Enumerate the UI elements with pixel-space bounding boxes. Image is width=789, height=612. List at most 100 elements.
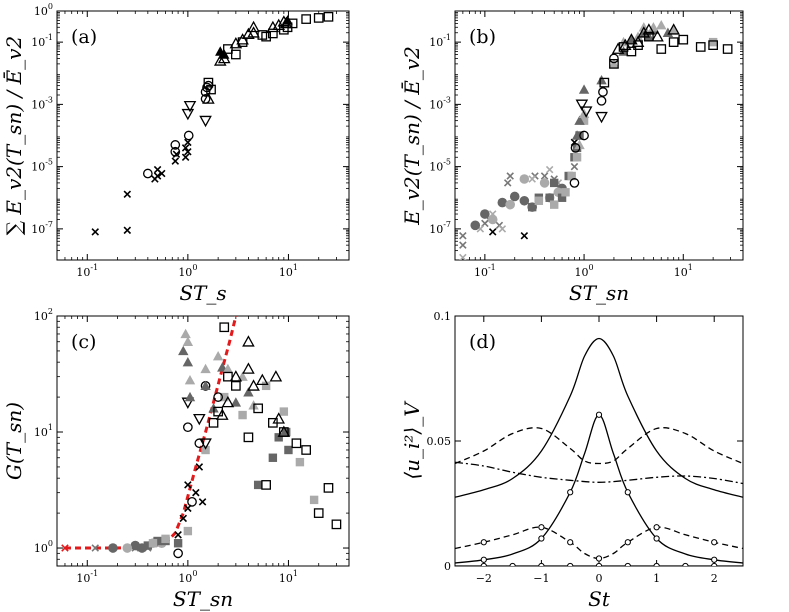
- series-red-x: [61, 544, 69, 552]
- y-tick-label: 10-5: [429, 158, 451, 174]
- series-marker: [538, 535, 545, 542]
- tick-text: 0: [444, 560, 451, 573]
- data-point: [229, 370, 243, 382]
- data-point: [178, 345, 189, 356]
- tick-base: 10: [429, 223, 443, 236]
- data-point: [668, 24, 679, 34]
- data-point: [480, 209, 490, 219]
- tick-base: 10: [34, 5, 48, 18]
- data-point: [184, 374, 196, 385]
- series-marker: [538, 524, 545, 531]
- fit-curve-line: [65, 316, 238, 550]
- plot-frame: [454, 315, 744, 567]
- series-dash-dot: [455, 461, 743, 485]
- data-point: [572, 153, 582, 162]
- data-point: [662, 27, 674, 37]
- tick-exponent: 0: [48, 2, 53, 11]
- data-point: [184, 138, 192, 147]
- data-point: [212, 351, 224, 361]
- x-tick-label: −1: [533, 572, 549, 585]
- series-marker: [682, 562, 689, 566]
- data-point: [194, 438, 205, 449]
- x-axis-title: St: [588, 587, 611, 611]
- data-point: [527, 202, 537, 212]
- data-point: [256, 373, 269, 385]
- tick-exponent: 1: [48, 423, 53, 432]
- data-point: [122, 543, 133, 553]
- data-point: [609, 53, 619, 64]
- data-point: [203, 77, 214, 88]
- data-point: [631, 35, 645, 47]
- data-point: [550, 178, 559, 188]
- tick-base: 10: [34, 310, 48, 323]
- data-point: [644, 31, 654, 42]
- data-point: [598, 87, 608, 97]
- data-point: [487, 214, 498, 225]
- data-point: [557, 193, 567, 202]
- series-marker: [567, 489, 574, 496]
- tick-base: 10: [575, 266, 589, 279]
- data-point: [561, 188, 570, 197]
- y-tick-label: 0: [444, 560, 451, 573]
- panel-label: (a): [71, 26, 97, 48]
- tick-exponent: -5: [45, 158, 53, 167]
- tick-exponent: -1: [443, 33, 451, 42]
- tick-exponent: 0: [192, 569, 197, 578]
- data-point: [708, 40, 718, 50]
- data-point: [708, 37, 718, 47]
- tick-base: 10: [76, 572, 90, 585]
- data-point: [243, 432, 254, 443]
- series-triangle-up-filled: [215, 15, 293, 59]
- y-tick-label: 102: [34, 307, 53, 323]
- tick-text: −1: [533, 572, 549, 585]
- data-point: [213, 392, 223, 402]
- data-point: [528, 175, 536, 183]
- data-point: [695, 42, 706, 52]
- tick-base: 10: [34, 426, 48, 439]
- data-point: [574, 115, 585, 125]
- data-point: [108, 543, 118, 553]
- series-x: [91, 138, 192, 236]
- series-marker: [653, 562, 660, 566]
- data-point: [184, 391, 196, 402]
- data-point: [722, 44, 733, 54]
- axes-d: −2 −1 0 1 2 0 0.05 0.1 (d): [427, 310, 744, 585]
- y-tick-label: 0.1: [434, 310, 452, 323]
- tick-exponent: -1: [45, 33, 53, 42]
- data-point: [261, 31, 271, 42]
- series-black-x: [174, 463, 207, 539]
- plot-area-c: [61, 316, 342, 559]
- data-point: [157, 169, 166, 178]
- data-point: [578, 84, 590, 94]
- data-point: [668, 37, 679, 47]
- data-point: [200, 380, 211, 391]
- x-tick-label: 100: [178, 569, 197, 585]
- data-point: [142, 168, 153, 179]
- tick-exponent: -1: [90, 263, 98, 272]
- data-point: [170, 146, 181, 157]
- data-point: [269, 370, 283, 382]
- data-point: [223, 44, 233, 54]
- data-point: [642, 23, 656, 35]
- y-tick-label: 0.05: [427, 435, 452, 448]
- series-triangle-down: [575, 99, 608, 124]
- data-point: [323, 483, 334, 493]
- data-point: [153, 536, 162, 546]
- data-point: [195, 463, 204, 471]
- y-axis-title: ⟨u_i²⟩_V: [400, 400, 424, 480]
- series-marker: [480, 556, 487, 563]
- data-point: [534, 196, 544, 205]
- data-point: [520, 232, 529, 240]
- data-point: [625, 33, 638, 45]
- data-point: [301, 14, 312, 24]
- y-tick-label: 10-5: [31, 158, 53, 174]
- series-triangle-down: [181, 100, 212, 128]
- data-point: [656, 19, 667, 30]
- data-point: [202, 92, 215, 104]
- data-point: [301, 445, 312, 455]
- data-point: [181, 153, 190, 162]
- data-point: [173, 548, 183, 559]
- tick-exponent: -7: [45, 220, 53, 229]
